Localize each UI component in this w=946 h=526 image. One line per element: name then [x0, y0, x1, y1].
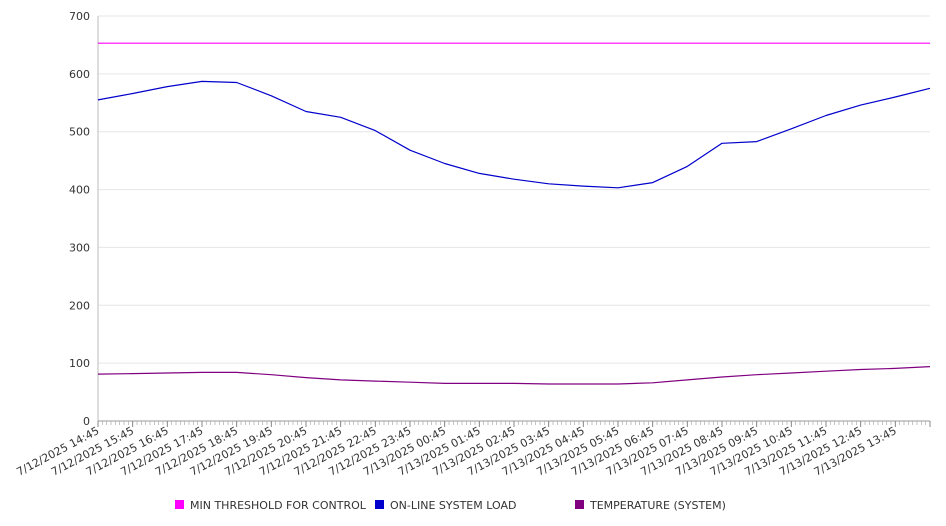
y-tick-label: 0 [83, 415, 90, 428]
legend-label: TEMPERATURE (SYSTEM) [589, 499, 726, 512]
y-tick-label: 200 [69, 299, 90, 312]
y-tick-label: 400 [69, 184, 90, 197]
legend-label: MIN THRESHOLD FOR CONTROL [190, 499, 367, 512]
y-tick-label: 700 [69, 10, 90, 23]
legend-label: ON-LINE SYSTEM LOAD [390, 499, 516, 512]
legend-swatch [575, 500, 584, 509]
axes [97, 16, 930, 422]
x-axis-ticks: 7/12/2025 14:457/12/2025 15:457/12/2025 … [14, 421, 931, 479]
legend-swatch [375, 500, 384, 509]
legend-swatch [175, 500, 184, 509]
grid-lines [98, 15, 930, 364]
y-tick-label: 600 [69, 68, 90, 81]
series-lines [97, 42, 931, 385]
y-tick-label: 300 [69, 241, 90, 254]
y-tick-label: 100 [69, 357, 90, 370]
y-tick-label: 500 [69, 126, 90, 139]
y-axis-ticks: 0 100 200 300 400 500 600 700 [69, 10, 90, 428]
series-line-on-line-system-load [97, 80, 931, 189]
legend: MIN THRESHOLD FOR CONTROL ON-LINE SYSTEM … [175, 499, 726, 512]
series-line-temperature-system [97, 366, 931, 385]
